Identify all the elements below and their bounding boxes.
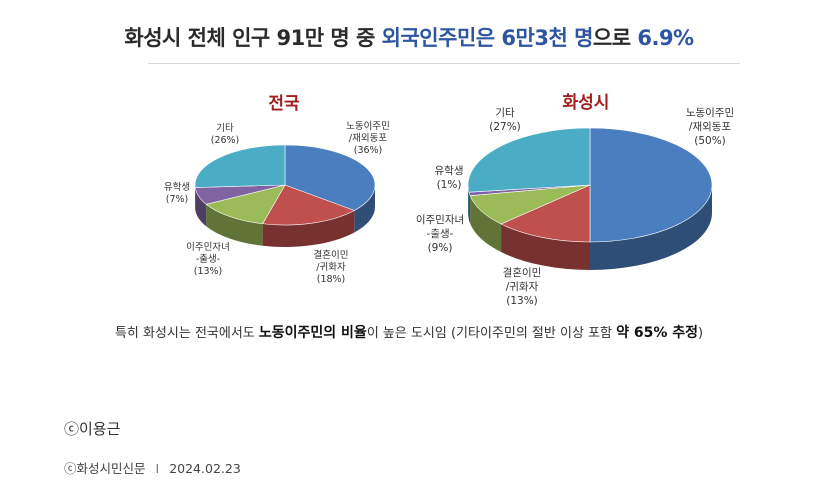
slice-marriage [500, 184, 591, 243]
slice-label-labor: 노동이주민/재외동포 (36%) [346, 121, 390, 156]
headline-highlight: 외국인주민은 6만3천 명 [381, 26, 594, 50]
publish-date: 2024.02.23 [169, 461, 241, 476]
caption-emphasis-2: 약 65% 추정 [616, 325, 698, 341]
caption-text: 특히 화성시는 전국에서도 [114, 326, 259, 341]
slice-side-labor [590, 185, 712, 270]
infographic: 화성시 전체 인구 91만 명 중 외국인주민은 6만3천 명으로 6.9% 전… [0, 22, 818, 342]
slice-label-other: 기타 (26%) [211, 123, 240, 146]
slice-side-children [206, 204, 263, 246]
slice-labor [589, 127, 713, 243]
slice-side-marriage [501, 224, 590, 270]
caption-emphasis: 노동이주민의 비율 [258, 325, 367, 341]
headline: 화성시 전체 인구 91만 명 중 외국인주민은 6만3천 명으로 6.9% [0, 22, 818, 52]
slice-children [205, 184, 286, 225]
slice-other [467, 127, 591, 193]
headline-text-2: 으로 [592, 26, 638, 50]
slice-label-labor: 노동이주민/재외동포 (50%) [686, 107, 734, 147]
slice-label-other: 기타 (27%) [489, 107, 521, 133]
slice-label-marriage: 결혼이민/귀화자 (13%) [503, 266, 542, 307]
slice-side-labor [354, 185, 375, 233]
pie-title: 전국 [268, 94, 300, 114]
divider [148, 63, 740, 64]
slice-label-student: 유학생 (7%) [164, 182, 190, 205]
slice-label-children: 이주민자녀 -출생-(9%) [416, 214, 464, 254]
slice-other [194, 144, 286, 188]
slice-side-marriage [262, 210, 355, 247]
slice-labor [284, 144, 376, 211]
caption-text-3: ) [698, 326, 704, 341]
slice-marriage [262, 184, 356, 226]
slice-label-marriage: 결혼이민/귀화자 (18%) [314, 249, 349, 285]
publisher: ⓒ화성시민신문 [64, 461, 146, 476]
slice-side-children [470, 195, 502, 253]
slice-side-other [468, 185, 469, 221]
slice-side-student [468, 192, 471, 224]
pie-title: 화성시 [563, 93, 610, 113]
chart-caption: 특히 화성시는 전국에서도 노동이주민의 비율이 높은 도시임 (기타이주민의 … [0, 322, 818, 342]
separator: I [155, 461, 160, 476]
slice-side-student [195, 187, 207, 227]
headline-percent: 6.9% [637, 26, 694, 50]
pie-sides [468, 185, 712, 270]
headline-text: 화성시 전체 인구 91만 명 중 [124, 26, 382, 50]
pie-sides [195, 185, 375, 247]
slice-label-student: 유학생 (1%) [435, 165, 464, 191]
photo-credit: ⓒ이용근 [64, 420, 121, 438]
source-line: ⓒ화성시민신문 I 2024.02.23 [64, 458, 241, 477]
caption-text-2: 이 높은 도시임 (기타이주민의 절반 이상 포함 [366, 326, 617, 341]
slice-label-children: 이주민자녀 -출생-(13%) [186, 242, 230, 277]
